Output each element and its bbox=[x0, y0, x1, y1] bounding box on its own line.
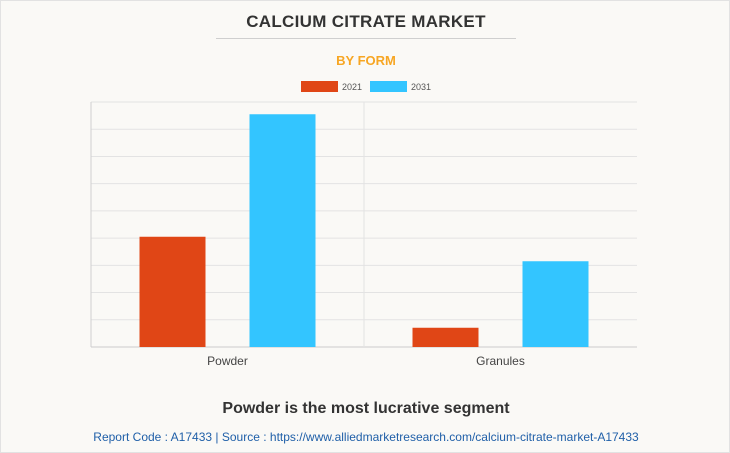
legend-swatch-2021 bbox=[300, 81, 338, 92]
report-code: Report Code : A17433 bbox=[93, 430, 213, 444]
bar-powder-2021 bbox=[139, 236, 206, 347]
bar-granules-2021 bbox=[412, 327, 479, 347]
legend-item-2021[interactable]: 2021 bbox=[300, 81, 362, 92]
x-tick-label-granules: Granules bbox=[476, 354, 525, 368]
bar-granules-2031 bbox=[522, 261, 589, 347]
legend-label-2031: 2031 bbox=[411, 81, 432, 92]
chart-title: CALCIUM CITRATE MARKET bbox=[246, 12, 486, 31]
legend-item-2031[interactable]: 2031 bbox=[370, 81, 431, 92]
footer-headline: Powder is the most lucrative segment bbox=[222, 400, 510, 417]
source-link[interactable]: Source : https://www.alliedmarketresearc… bbox=[221, 430, 639, 444]
chart-subtitle: BY FORM bbox=[336, 53, 396, 68]
legend-swatch-2031 bbox=[370, 81, 407, 92]
x-tick-label-powder: Powder bbox=[207, 354, 248, 368]
bar-powder-2031 bbox=[249, 114, 316, 347]
footer-source-line: Report Code : A17433 | Source : https://… bbox=[1, 430, 730, 444]
title-underline bbox=[216, 38, 516, 39]
legend-label-2021: 2021 bbox=[341, 81, 362, 92]
chart-legend: 2021 2031 bbox=[1, 81, 730, 92]
source-separator: | bbox=[215, 430, 219, 444]
